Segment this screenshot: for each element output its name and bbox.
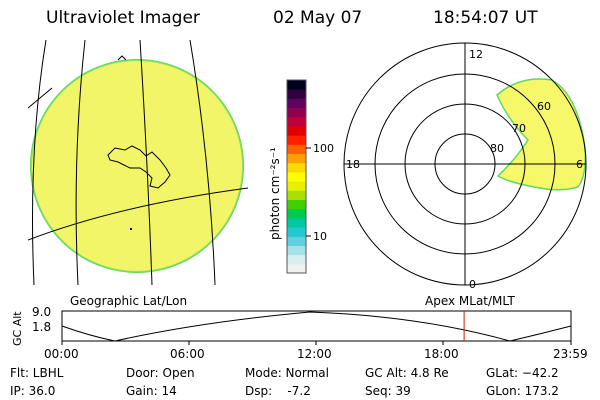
info-glon: GLon: 173.2 [486, 384, 559, 398]
mlat-label-70: 70 [512, 122, 526, 135]
island-dot [130, 228, 132, 230]
timeline-ytick-9: 9.0 [32, 305, 52, 319]
colorbar-tick-10: 10 [313, 230, 327, 243]
info-gc-alt: GC Alt: 4.8 Re [365, 366, 449, 380]
mlt-label-6: 6 [576, 158, 583, 171]
mlt-label-0: 0 [469, 278, 476, 291]
colorbar-band [287, 254, 306, 265]
colorbar-tick-100: 100 [313, 142, 334, 155]
colorbar-band [287, 236, 306, 246]
colorbar-band [287, 144, 306, 155]
colorbar-band [287, 199, 306, 210]
info-ip: IP: 36.0 [10, 384, 56, 398]
colorbar-band [287, 116, 306, 127]
colorbar-band [287, 125, 306, 136]
colorbar-band [287, 153, 306, 164]
auroral-oval [496, 78, 587, 191]
info-gain: Gain: 14 [126, 384, 177, 398]
timeline: GC Alt [11, 310, 572, 346]
coastline [107, 145, 171, 189]
coastline-small [117, 55, 127, 61]
altitude-curve [61, 311, 572, 342]
colorbar [287, 80, 306, 274]
colorbar-band [287, 208, 306, 219]
colorbar-band [287, 135, 306, 145]
mlat-label-80: 80 [490, 142, 504, 155]
colorbar-band [287, 217, 306, 228]
timeline-xtick-0000: 00:00 [44, 347, 79, 361]
colorbar-unit: photon cm⁻²s⁻¹ [268, 147, 282, 240]
mlat-label-60: 60 [537, 100, 551, 113]
apex-panel-label: Apex MLat/MLT [425, 294, 515, 308]
mlt-label-12: 12 [469, 48, 483, 61]
info-filter: Flt: LBHL [10, 366, 64, 380]
colorbar-band [287, 162, 306, 173]
colorbar-band [287, 98, 306, 109]
colorbar-band [287, 263, 306, 274]
colorbar-band [287, 80, 306, 90]
timeline-xtick-0600: 06:00 [170, 347, 205, 361]
colorbar-band [287, 89, 306, 99]
colorbar-band [287, 227, 306, 237]
instrument-title: Ultraviolet Imager [46, 8, 200, 28]
colorbar-band [287, 171, 306, 182]
disk-noise [31, 60, 243, 272]
colorbar-band [287, 181, 306, 191]
polar-view: 12 18 6 0 60 70 80 [343, 42, 587, 291]
longitude-lines [32, 40, 216, 285]
image-time: 18:54:07 UT [433, 8, 538, 28]
colorbar-band [287, 245, 306, 256]
colorbar-frame [286, 79, 307, 274]
info-mode: Mode: Normal [245, 366, 329, 380]
info-dsp: Dsp: -7.2 [245, 384, 311, 398]
timeline-xtick-1800: 18:00 [424, 347, 459, 361]
image-date: 02 May 07 [273, 8, 363, 28]
colorbar-band [287, 107, 306, 118]
timeline-ytick-1-8: 1.8 [32, 320, 52, 334]
timeline-axis-label: GC Alt [11, 311, 24, 346]
timeline-xtick-1200: 12:00 [297, 347, 332, 361]
latitude-lines [28, 87, 248, 241]
info-seq: Seq: 39 [365, 384, 411, 398]
geographic-panel-label: Geographic Lat/Lon [70, 294, 188, 308]
info-door: Door: Open [126, 366, 195, 380]
earth-disk [30, 59, 244, 273]
mlt-label-18: 18 [346, 158, 360, 171]
geographic-view [28, 40, 248, 285]
info-glat: GLat: −42.2 [486, 366, 559, 380]
colorbar-band [287, 190, 306, 200]
timeline-xtick-2359: 23:59 [553, 347, 588, 361]
